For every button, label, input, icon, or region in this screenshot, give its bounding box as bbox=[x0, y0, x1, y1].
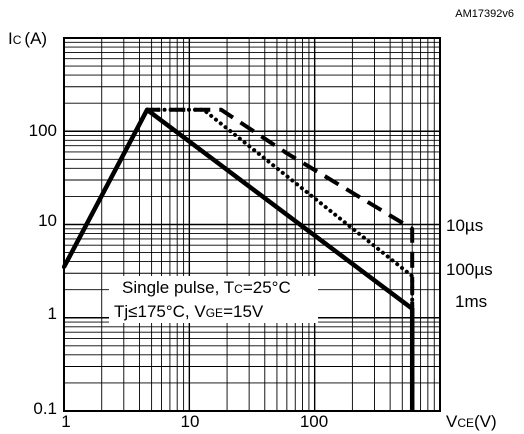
annotation-line-2-sub: GE bbox=[206, 306, 223, 320]
x-axis-label-unit: (V) bbox=[474, 412, 497, 431]
annotation-line-1-tail: =25°C bbox=[243, 278, 291, 297]
series-label-10us: 10µs bbox=[446, 216, 483, 235]
series-line-10s bbox=[62, 107, 415, 411]
annotation-box: Single pulse, TC=25°C Tj≤175°C, VGE=15V bbox=[109, 276, 318, 323]
x-tick-label-10: 10 bbox=[181, 412, 200, 431]
x-axis-label: VCE(V) bbox=[446, 412, 497, 431]
x-tick-labels: 1 10 100 bbox=[61, 412, 328, 431]
series-labels: 10µs 100µs 1ms bbox=[446, 216, 493, 311]
x-axis-label-sub: CE bbox=[457, 416, 474, 430]
annotation-line-2: Tj≤175°C, VGE=15V bbox=[114, 302, 264, 321]
y-tick-label-10: 10 bbox=[38, 211, 57, 230]
figure-code: AM17392v6 bbox=[455, 8, 514, 20]
y-tick-label-100: 100 bbox=[29, 121, 57, 140]
annotation-line-2-main: Tj≤175°C, V bbox=[114, 302, 206, 321]
y-tick-label-1: 1 bbox=[48, 304, 57, 323]
series-line-1ms bbox=[62, 107, 415, 411]
y-axis-label-main: I bbox=[8, 29, 13, 48]
series-label-100us: 100µs bbox=[446, 260, 493, 279]
annotation-line-1-sub: C bbox=[234, 282, 243, 296]
series-layer bbox=[62, 107, 415, 413]
y-axis-label-sub: C bbox=[13, 33, 22, 47]
x-axis-label-main: V bbox=[446, 412, 458, 431]
y-axis-label: IC (A) bbox=[8, 29, 47, 48]
annotation-line-1-main: Single pulse, T bbox=[122, 278, 234, 297]
y-tick-label-0-1: 0.1 bbox=[33, 399, 57, 418]
x-tick-label-1: 1 bbox=[61, 412, 70, 431]
annotation-line-1: Single pulse, TC=25°C bbox=[122, 278, 291, 297]
grid bbox=[63, 38, 440, 412]
series-line-100s bbox=[62, 107, 415, 413]
y-tick-labels: 100 10 1 0.1 bbox=[29, 121, 57, 418]
y-axis-label-unit: (A) bbox=[24, 29, 47, 48]
x-tick-label-100: 100 bbox=[300, 412, 328, 431]
annotation-background bbox=[109, 276, 318, 323]
plot-frame bbox=[63, 37, 441, 412]
annotation-line-2-tail: =15V bbox=[223, 302, 264, 321]
series-label-1ms: 1ms bbox=[455, 292, 487, 311]
